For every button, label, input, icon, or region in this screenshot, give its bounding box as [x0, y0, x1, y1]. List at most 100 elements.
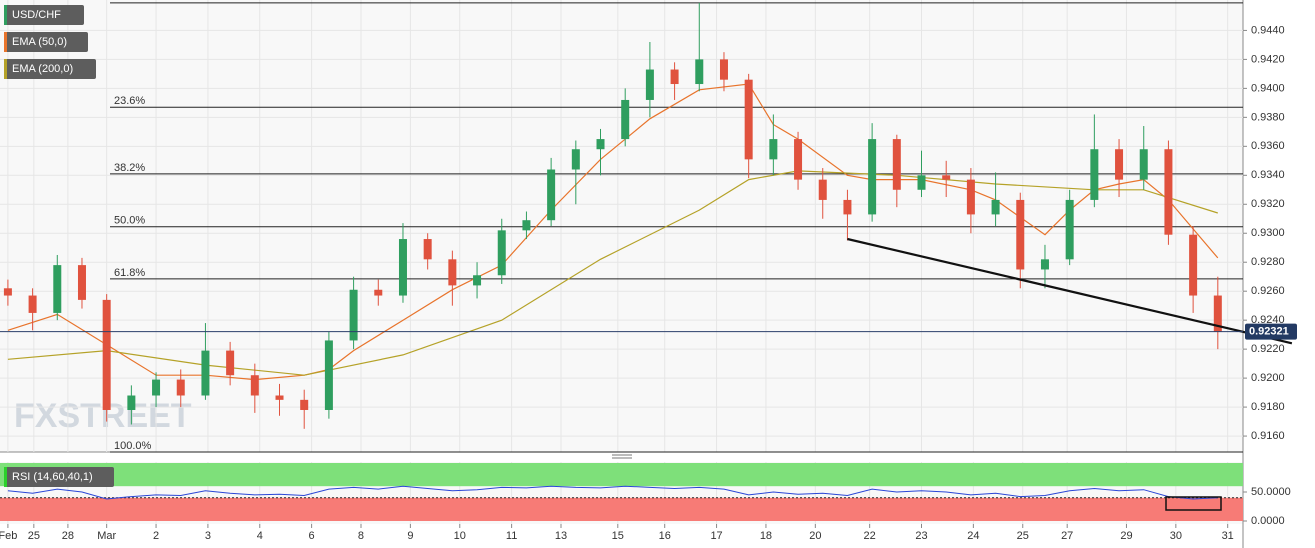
candle-body [645, 69, 654, 100]
candle-body [324, 340, 333, 410]
candle-body [744, 79, 753, 160]
candle-body [1139, 149, 1148, 180]
candle-body [374, 289, 383, 296]
candle-body [102, 299, 111, 410]
x-tick-label: 16 [659, 530, 671, 542]
legend-box [4, 59, 96, 79]
candle-body [695, 59, 704, 85]
rsi-lower-zone [0, 497, 1243, 521]
x-tick-label: 17 [710, 530, 722, 542]
candle-body [349, 289, 358, 341]
rsi-y-tick-label: 0.0000 [1251, 515, 1285, 527]
candle-body [1040, 259, 1049, 270]
candle-body [547, 169, 556, 221]
fib-label: 50.0% [114, 215, 145, 227]
x-tick-label: 27 [1061, 530, 1073, 542]
candle-body [818, 179, 827, 200]
rsi-upper-zone [0, 463, 1243, 487]
candle-body [1115, 149, 1124, 180]
y-tick-label: 0.9260 [1251, 285, 1285, 297]
fib-label: 0.0% [114, 0, 139, 3]
fib-label: 38.2% [114, 162, 145, 174]
candle-body [522, 220, 531, 231]
x-tick-label: 4 [257, 530, 263, 542]
legend-item: RSI (14,60,40,1) [4, 467, 114, 487]
y-tick-label: 0.9400 [1251, 82, 1285, 94]
candle-body [152, 379, 161, 396]
x-tick-label: 10 [454, 530, 466, 542]
x-tick-label: 22 [864, 530, 876, 542]
x-tick-label: 11 [506, 530, 517, 542]
highlight-box [1165, 496, 1222, 511]
legend-box [4, 32, 88, 52]
legend-swatch [4, 5, 7, 25]
candle-body [28, 295, 37, 313]
fib-label: 100.0% [114, 440, 152, 452]
candle-body [621, 99, 630, 140]
candle-body [868, 139, 877, 215]
x-tick-label: 9 [407, 530, 413, 542]
y-tick-label: 0.9180 [1251, 401, 1285, 413]
candle-body [250, 375, 259, 396]
plot-bg [0, 0, 1243, 452]
x-tick-label: 31 [1222, 530, 1234, 542]
candle-body [300, 399, 309, 410]
x-tick-label: 8 [358, 530, 364, 542]
x-tick-label: 6 [309, 530, 315, 542]
last-price-box [1245, 323, 1297, 340]
x-tick-label: 29 [1120, 530, 1132, 542]
candle-body [176, 379, 185, 396]
y-tick-label: 0.9200 [1251, 372, 1285, 384]
legend-label: RSI (14,60,40,1) [12, 471, 93, 483]
candle-body [423, 239, 432, 260]
legend-label: EMA (50,0) [12, 36, 67, 48]
legend-item: EMA (50,0) [4, 32, 88, 52]
candle-body [892, 139, 901, 190]
x-tick-label: 25 [1017, 530, 1029, 542]
legend-swatch [4, 59, 7, 79]
y-tick-label: 0.9160 [1251, 430, 1285, 442]
x-tick-label: 23 [915, 530, 927, 542]
y-tick-label: 0.9220 [1251, 343, 1285, 355]
legend-swatch [4, 467, 7, 487]
last-price-label: 0.92321 [1249, 326, 1289, 338]
candle-body [917, 175, 926, 190]
candle-body [966, 179, 975, 215]
legend-item: EMA (200,0) [4, 59, 96, 79]
trendline [847, 237, 1293, 345]
y-tick-label: 0.9440 [1251, 24, 1285, 36]
candle-body [497, 230, 506, 276]
x-tick-label: 3 [205, 530, 211, 542]
candle-body [670, 69, 679, 85]
candle-body [3, 288, 12, 296]
x-tick-label: 15 [612, 530, 624, 542]
candle-body [275, 395, 284, 400]
candle-body [1164, 149, 1173, 235]
rsi-y-tick-label: 50.0000 [1251, 486, 1291, 498]
x-tick-label: 28 [62, 530, 74, 542]
candle-body [448, 259, 457, 286]
y-tick-label: 0.9280 [1251, 256, 1285, 268]
y-tick-label: 0.9360 [1251, 140, 1285, 152]
candle-body [719, 59, 728, 80]
legend-box [4, 467, 114, 487]
x-tick-label: Mar [97, 530, 116, 542]
legend-item: USD/CHF [4, 5, 84, 25]
y-tick-label: 0.9380 [1251, 111, 1285, 123]
x-tick-label: 13 [555, 530, 567, 542]
candle-body [201, 350, 210, 396]
x-tick-label: 18 [760, 530, 772, 542]
x-tick-label: Feb [0, 530, 17, 542]
candle-body [843, 199, 852, 215]
candle-body [1189, 234, 1198, 296]
ema-line [7, 170, 1218, 376]
y-tick-label: 0.9420 [1251, 53, 1285, 65]
candle-body [473, 275, 482, 286]
candle-body [77, 265, 86, 300]
candle-body [1016, 199, 1025, 270]
candle-body [769, 139, 778, 160]
candle-body [53, 265, 62, 313]
y-tick-label: 0.9300 [1251, 227, 1285, 239]
fib-label: 61.8% [114, 267, 145, 279]
